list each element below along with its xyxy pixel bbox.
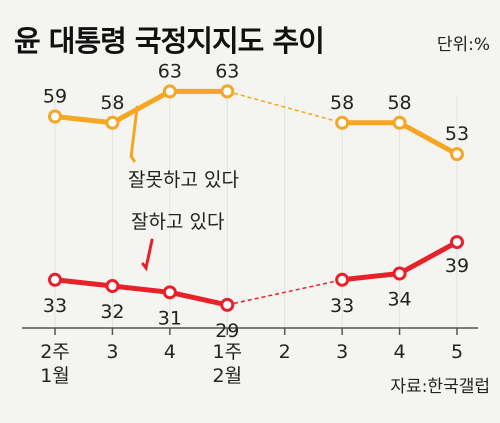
negative-value-label: 58 [100,92,124,114]
source-label: 자료:한국갤럽 [390,377,490,397]
x-tick-label: 3 [106,341,118,363]
positive-value-label: 32 [100,301,124,323]
x-tick-label: 4 [164,341,176,363]
negative-point [335,115,350,130]
positive-value-label: 33 [43,295,67,317]
negative-dashed-connector [227,90,343,124]
positive-point [392,266,407,281]
positive-dashed-connector [227,279,343,306]
positive-point [105,279,120,294]
x-tick-label: 4 [394,341,406,363]
positive-point [48,272,62,287]
negative-point [162,84,177,99]
positive-value-label: 29 [215,320,239,342]
x-group-label: 2월 [212,365,242,387]
negative-point [48,109,62,124]
positive-point [450,235,464,250]
x-grid-lines [54,95,458,328]
data-labels: 59 58 63 63 58 58 53 33 32 31 29 33 34 39 [43,60,469,341]
positive-value-label: 31 [158,307,182,329]
negative-value-label: 58 [387,92,411,114]
negative-value-label: 63 [158,60,182,82]
x-group-label: 1월 [40,365,70,387]
x-tick-label: 3 [336,341,348,363]
negative-value-label: 59 [43,86,67,108]
unit-label: 단위:% [436,35,490,55]
positive-value-label: 34 [387,288,411,310]
negative-value-label: 58 [330,92,354,114]
negative-point [392,115,407,130]
positive-pointer [141,238,154,272]
x-tick-label: 2 [279,341,291,363]
chart-title: 윤 대통령 국정지지도 추이 [14,24,325,58]
positive-series-label: 잘하고 있다 [131,211,224,233]
data-points [48,84,464,312]
positive-point [162,285,177,300]
negative-series-label: 잘못하고 있다 [128,169,239,191]
x-tick-label: 5 [451,341,463,363]
negative-point [450,147,464,162]
negative-point [105,115,120,130]
positive-line [52,277,230,308]
negative-point [220,84,235,99]
x-tick-label: 1주 [212,341,242,363]
negative-line [52,88,230,126]
positive-point [335,272,350,287]
positive-value-label: 39 [445,255,469,277]
positive-value-label: 33 [330,295,354,317]
positive-point [220,297,235,312]
negative-value-label: 63 [215,60,239,82]
negative-pointer [129,105,139,163]
x-tick-label: 2주 [40,341,70,363]
negative-value-label: 53 [445,123,469,145]
